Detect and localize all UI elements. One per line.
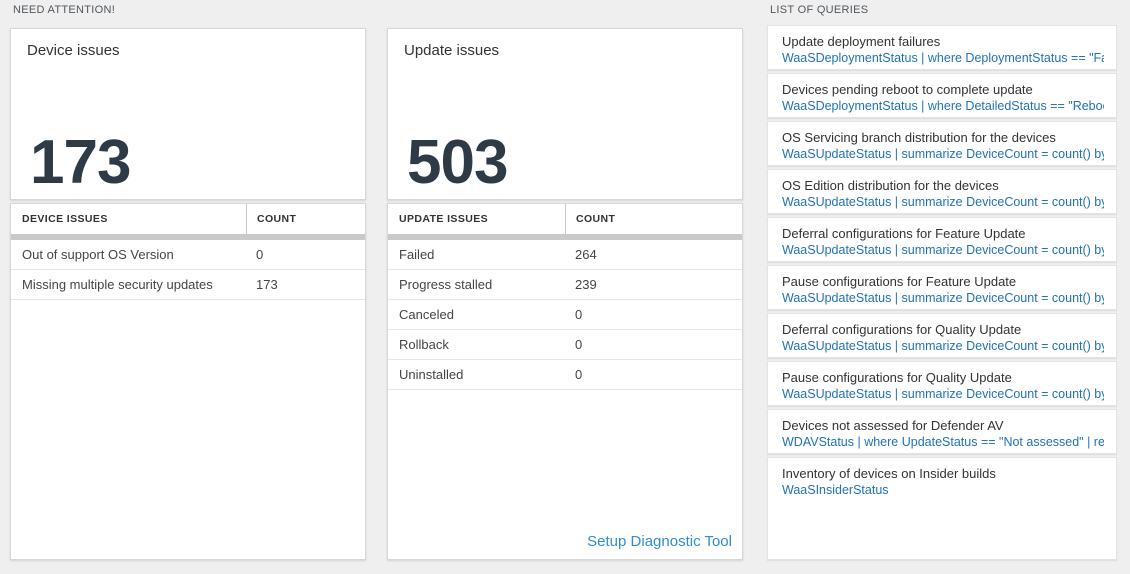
horizontal-scrollbar[interactable] [11, 234, 365, 240]
query-item[interactable]: Pause configurations for Feature Update … [767, 265, 1117, 310]
query-item[interactable]: Devices not assessed for Defender AV WDA… [767, 409, 1117, 454]
row-count: 239 [575, 277, 597, 292]
row-label: Failed [399, 247, 435, 262]
update-issues-table: UPDATE ISSUES COUNT Failed 264 Progress … [387, 203, 743, 560]
device-issues-count: 173 [30, 127, 131, 197]
table-row[interactable]: Uninstalled 0 [388, 360, 742, 390]
column-header-device-issues: DEVICE ISSUES [22, 213, 108, 225]
query-text: WaaSUpdateStatus | summarize DeviceCount… [782, 147, 1104, 161]
table-row[interactable]: Out of support OS Version 0 [11, 240, 365, 270]
query-item[interactable]: Pause configurations for Quality Update … [767, 361, 1117, 406]
query-title: Deferral configurations for Quality Upda… [782, 322, 1022, 337]
row-label: Rollback [399, 337, 449, 352]
section-label-list-of-queries: LIST OF QUERIES [770, 4, 869, 16]
row-count: 264 [575, 247, 597, 262]
query-text: WDAVStatus | where UpdateStatus == "Not … [782, 435, 1104, 449]
device-issues-table: DEVICE ISSUES COUNT Out of support OS Ve… [10, 203, 366, 560]
query-text: WaaSUpdateStatus | summarize DeviceCount… [782, 291, 1104, 305]
query-title: Update deployment failures [782, 34, 941, 49]
row-label: Canceled [399, 307, 454, 322]
query-item[interactable]: OS Edition distribution for the devices … [767, 169, 1117, 214]
query-text: WaaSUpdateStatus | summarize DeviceCount… [782, 339, 1104, 353]
table-row[interactable]: Progress stalled 239 [388, 270, 742, 300]
query-text: WaaSInsiderStatus [782, 483, 889, 497]
column-header-count: COUNT [246, 204, 365, 234]
device-issues-summary-card[interactable]: Device issues 173 [10, 28, 366, 200]
query-item[interactable]: Inventory of devices on Insider builds W… [767, 457, 1117, 560]
update-issues-tile: Update issues 503 UPDATE ISSUES COUNT Fa… [387, 28, 743, 560]
list-of-queries-panel: Update deployment failures WaaSDeploymen… [767, 25, 1117, 560]
row-count: 0 [575, 367, 583, 382]
query-item[interactable]: Update deployment failures WaaSDeploymen… [767, 25, 1117, 70]
query-text: WaaSUpdateStatus | summarize DeviceCount… [782, 195, 1104, 209]
row-count: 0 [256, 247, 264, 262]
device-issues-title: Device issues [27, 42, 120, 59]
query-item[interactable]: Deferral configurations for Quality Upda… [767, 313, 1117, 358]
query-title: Deferral configurations for Feature Upda… [782, 226, 1026, 241]
update-issues-table-header: UPDATE ISSUES COUNT [388, 204, 742, 234]
horizontal-scrollbar[interactable] [388, 234, 742, 240]
table-row[interactable]: Rollback 0 [388, 330, 742, 360]
update-issues-title: Update issues [404, 42, 500, 59]
query-text: WaaSUpdateStatus | summarize DeviceCount… [782, 243, 1104, 257]
row-label: Out of support OS Version [22, 247, 174, 262]
update-issues-summary-card[interactable]: Update issues 503 [387, 28, 743, 200]
query-item[interactable]: OS Servicing branch distribution for the… [767, 121, 1117, 166]
update-issues-count: 503 [407, 127, 508, 197]
query-title: Pause configurations for Feature Update [782, 274, 1017, 289]
query-title: Devices not assessed for Defender AV [782, 418, 1004, 433]
query-text: WaaSDeploymentStatus | where DeploymentS… [782, 51, 1104, 65]
table-row[interactable]: Failed 264 [388, 240, 742, 270]
device-issues-table-header: DEVICE ISSUES COUNT [11, 204, 365, 234]
row-label: Missing multiple security updates [22, 277, 213, 292]
row-count: 0 [575, 307, 583, 322]
table-row[interactable]: Canceled 0 [388, 300, 742, 330]
query-item[interactable]: Devices pending reboot to complete updat… [767, 73, 1117, 118]
query-title: Pause configurations for Quality Update [782, 370, 1012, 385]
query-text: WaaSDeploymentStatus | where DetailedSta… [782, 99, 1104, 113]
query-title: Inventory of devices on Insider builds [782, 466, 996, 481]
row-label: Progress stalled [399, 277, 493, 292]
column-header-update-issues: UPDATE ISSUES [399, 213, 489, 225]
row-count: 0 [575, 337, 583, 352]
query-title: Devices pending reboot to complete updat… [782, 82, 1033, 97]
query-title: OS Servicing branch distribution for the… [782, 130, 1056, 145]
table-row[interactable]: Missing multiple security updates 173 [11, 270, 365, 300]
query-text: WaaSUpdateStatus | summarize DeviceCount… [782, 387, 1104, 401]
device-issues-tile: Device issues 173 DEVICE ISSUES COUNT Ou… [10, 28, 366, 560]
row-label: Uninstalled [399, 367, 464, 382]
query-title: OS Edition distribution for the devices [782, 178, 999, 193]
column-header-count: COUNT [565, 204, 742, 234]
setup-diagnostic-tool-link[interactable]: Setup Diagnostic Tool [587, 533, 732, 550]
row-count: 173 [256, 277, 278, 292]
query-item[interactable]: Deferral configurations for Feature Upda… [767, 217, 1117, 262]
section-label-need-attention: NEED ATTENTION! [13, 4, 116, 16]
